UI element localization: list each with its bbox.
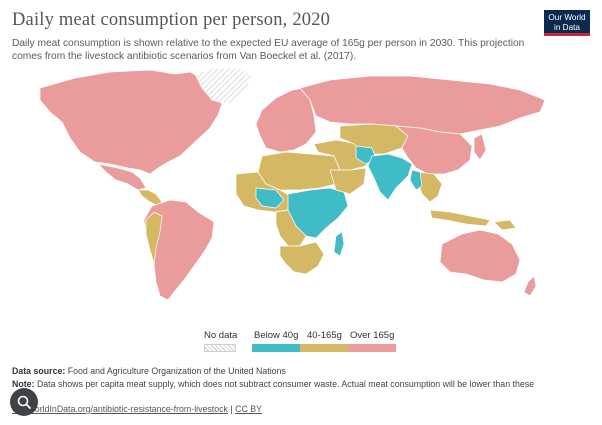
note: Note: Data shows per capita meat supply,…: [12, 379, 534, 389]
legend-no-data-swatch[interactable]: [204, 344, 236, 352]
chart-subtitle: Daily meat consumption is shown relative…: [12, 38, 525, 62]
map-legend: No data Below 40g 40-165g Over 165g: [0, 330, 602, 360]
map-region-myanmar: [409, 169, 423, 191]
legend-label-below-40: Below 40g: [254, 330, 299, 341]
data-source: Data source: Food and Agriculture Organi…: [12, 366, 286, 376]
map-region-europe: [255, 87, 317, 153]
owid-logo[interactable]: Our World in Data: [544, 10, 590, 36]
map-region-russia: [299, 75, 546, 135]
footer-links: OurWorldInData.org/antibiotic-resistance…: [12, 404, 262, 414]
map-region-southeast-asia: [417, 171, 443, 203]
map-region-new-zealand: [523, 275, 537, 297]
legend-swatch-below-40[interactable]: [252, 344, 300, 352]
map-region-madagascar: [333, 231, 345, 257]
map-region-png: [493, 219, 517, 231]
map-region-arabia: [329, 167, 367, 195]
link-separator: |: [230, 404, 233, 414]
license-link[interactable]: CC BY: [235, 404, 263, 414]
map-region-china: [395, 125, 473, 175]
logo-line-1: Our World: [548, 13, 586, 22]
logo-line-2: in Data: [554, 22, 580, 32]
lens-search-button[interactable]: [10, 388, 38, 416]
map-region-north-america: [39, 69, 223, 175]
legend-swatch-over-165[interactable]: [348, 344, 396, 352]
map-region-australia: [439, 229, 521, 283]
map-region-mexico: [97, 163, 147, 191]
map-region-indonesia: [429, 209, 491, 227]
data-source-text: Food and Agriculture Organization of the…: [67, 366, 286, 376]
legend-no-data-label: No data: [204, 330, 238, 341]
source-link[interactable]: OurWorldInData.org/antibiotic-resistance…: [12, 404, 228, 414]
data-source-label: Data source:: [12, 366, 66, 376]
legend-label-40-165: 40-165g: [307, 330, 342, 341]
chart-title: Daily meat consumption per person, 2020: [12, 10, 331, 30]
world-map: [39, 67, 546, 301]
map-region-greenland: [194, 67, 253, 105]
legend-label-over-165: Over 165g: [350, 330, 395, 341]
map-region-korea-japan: [473, 133, 487, 161]
note-text: Data shows per capita meat supply, which…: [36, 379, 535, 389]
map-region-south-asia: [367, 153, 413, 201]
map-region-west-africa-low: [255, 187, 285, 209]
map-region-southern-africa: [279, 241, 325, 275]
map-region-andes: [145, 211, 163, 265]
lens-icon: [17, 395, 31, 409]
note-label: Note:: [12, 379, 35, 389]
legend-swatch-40-165[interactable]: [300, 344, 348, 352]
map-region-north-africa: [257, 151, 341, 191]
